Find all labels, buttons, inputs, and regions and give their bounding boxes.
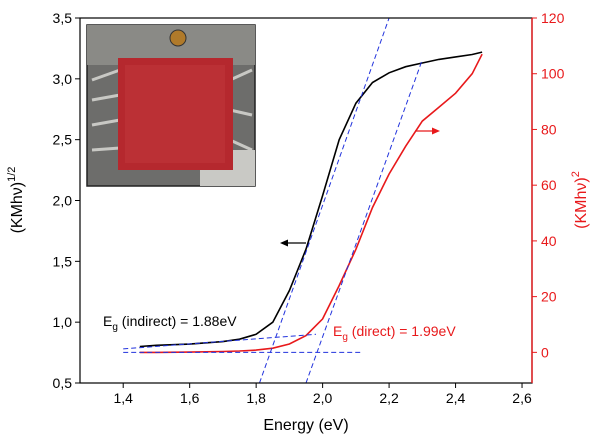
y2-label-sup: 2 (570, 171, 582, 177)
annotation-symbol: E (103, 313, 112, 329)
data-line (139, 51, 483, 348)
y2-tick-label: 0 (541, 344, 549, 360)
arrow-left (280, 239, 306, 247)
annotation-text: (indirect) = 1.88eV (118, 313, 237, 329)
y2-tick-label: 80 (541, 121, 557, 137)
y2-tick-label: 100 (541, 66, 565, 82)
annotation-text: (direct) = 1.99eV (348, 323, 456, 339)
y-tick-label: 0,5 (53, 375, 73, 391)
fit-line (123, 333, 317, 350)
annotation: Eg (indirect) = 1.88eV (103, 313, 237, 333)
fit-line (259, 17, 390, 384)
y2-tick-label: 20 (541, 289, 557, 305)
x-tick-label: 2,6 (512, 390, 532, 406)
arrow-right (415, 127, 440, 135)
plot-area (123, 17, 483, 384)
y-tick-label: 3,5 (53, 10, 73, 26)
annotation-sub: g (112, 322, 118, 333)
x-tick-label: 1,8 (246, 390, 266, 406)
fit-line (305, 59, 423, 384)
y-tick-label: 1,0 (53, 314, 73, 330)
y2-tick-label: 40 (541, 233, 557, 249)
y-tick-label: 2,0 (53, 193, 73, 209)
x-tick-label: 2,0 (313, 390, 333, 406)
y-axis-label: (KMhν)1/2 (6, 167, 26, 234)
annotation: Eg (direct) = 1.99eV (333, 323, 456, 343)
y-tick-label: 1,5 (53, 253, 73, 269)
x-tick-label: 2,2 (379, 390, 399, 406)
x-tick-label: 1,4 (113, 390, 133, 406)
y-label-base: (KMhν) (9, 182, 26, 234)
x-axis-label: Energy (eV) (263, 417, 348, 434)
y-tick-label: 3,0 (53, 71, 73, 87)
y2-tick-label: 60 (541, 177, 557, 193)
x-tick-label: 1,6 (180, 390, 200, 406)
y-label-sup: 1/2 (6, 167, 18, 182)
y-tick-label: 2,5 (53, 132, 73, 148)
x-tick-label: 2,4 (446, 390, 466, 406)
data-line (139, 53, 483, 354)
annotation-symbol: E (333, 323, 342, 339)
inset-photo (86, 24, 256, 187)
annotation-sub: g (342, 332, 348, 343)
y2-tick-label: 120 (541, 10, 565, 26)
y2-label-base: (KMhν) (573, 177, 590, 229)
y2-axis-label: (KMhν)2 (570, 171, 590, 229)
